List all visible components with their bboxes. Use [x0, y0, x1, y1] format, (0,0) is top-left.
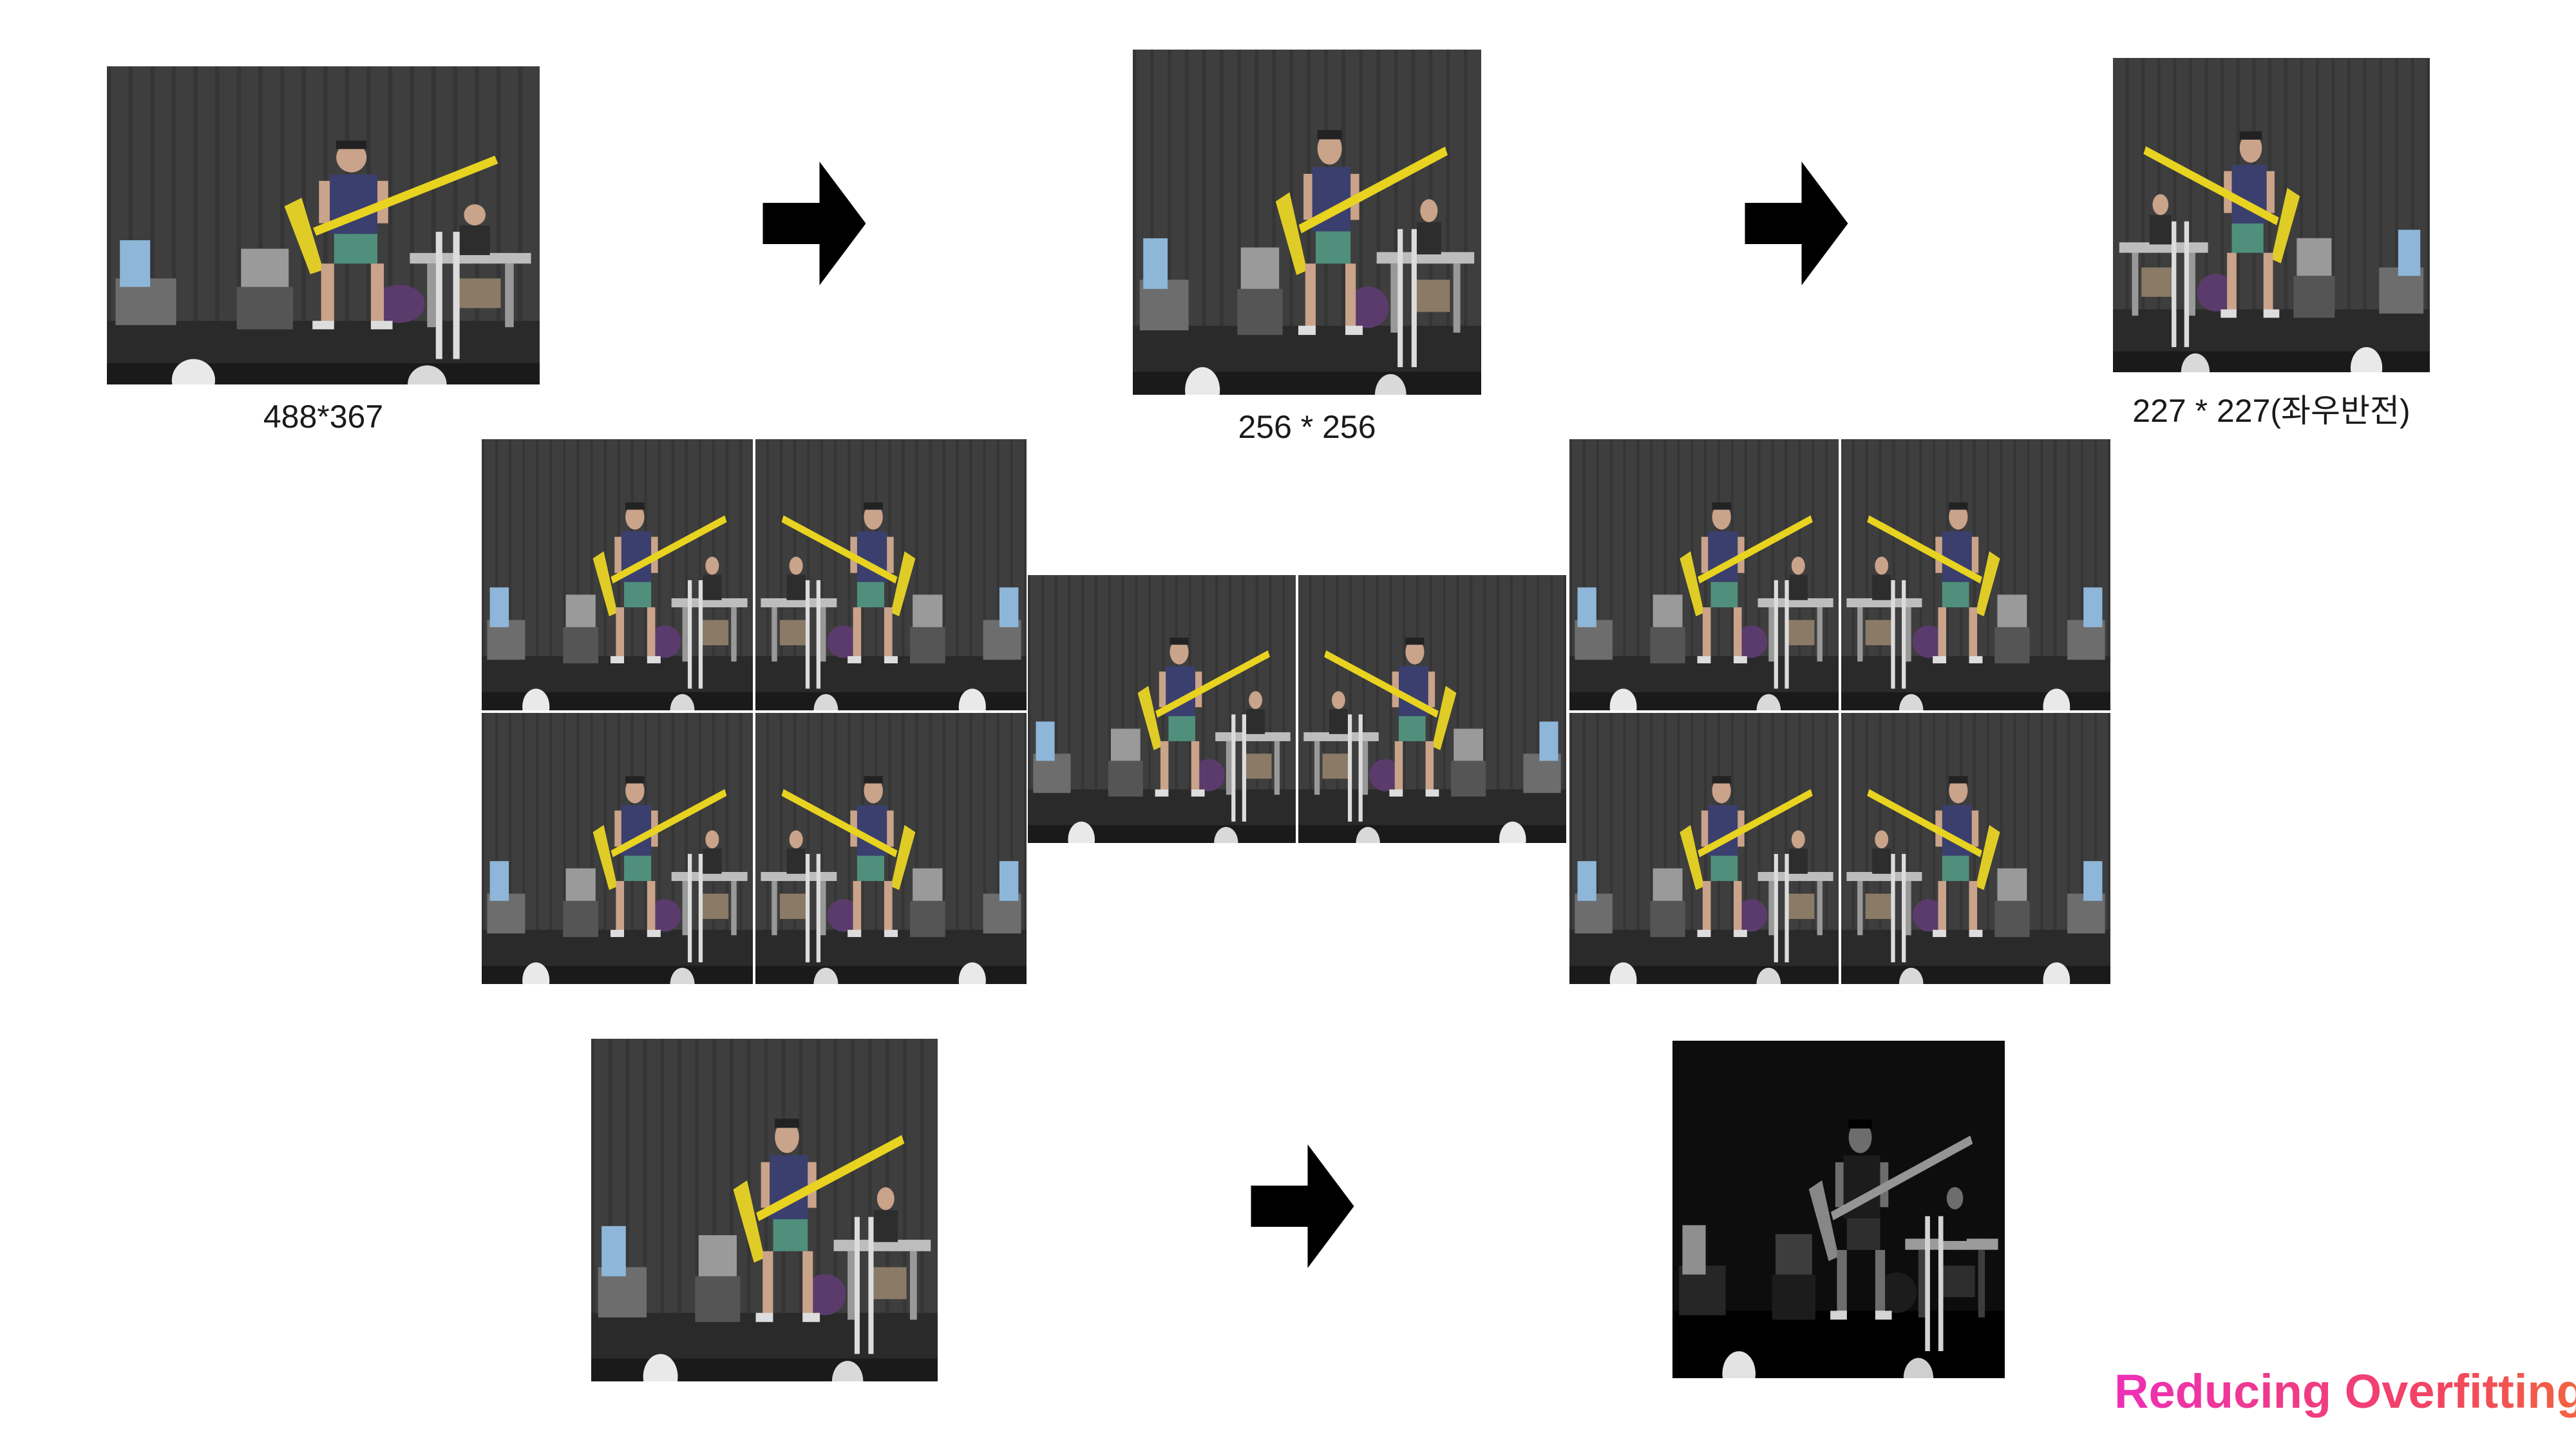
crop-grid-left-tr	[755, 439, 1027, 710]
caption-resized: 256 * 256	[1238, 409, 1376, 445]
crop-grid-left-br	[755, 713, 1027, 984]
cropped-flipped-photo	[2113, 58, 2430, 372]
right-arrow-icon	[762, 162, 867, 285]
crop-grid-right-tl	[1569, 439, 1839, 710]
caption-original-size: 488*367	[263, 399, 384, 435]
crop-grid-right-bl	[1569, 713, 1839, 984]
right-arrow-icon	[1744, 162, 1849, 285]
crop-grid-left-tl	[482, 439, 753, 710]
grayscale-photo	[1672, 1041, 2005, 1378]
color-photo	[591, 1039, 938, 1381]
slide-title: Reducing Overfitting	[2114, 1364, 2576, 1419]
crop-grid-left-bl	[482, 713, 753, 984]
crop-grid-right-br	[1841, 713, 2110, 984]
crop-center-right	[1298, 575, 1566, 843]
original-photo	[107, 66, 540, 384]
crop-grid-right-tr	[1841, 439, 2110, 710]
crop-center-left	[1028, 575, 1296, 843]
right-arrow-icon	[1250, 1144, 1355, 1268]
caption-cropped-flipped: 227 * 227(좌우반전)	[2132, 393, 2410, 429]
resized-photo	[1133, 50, 1481, 395]
